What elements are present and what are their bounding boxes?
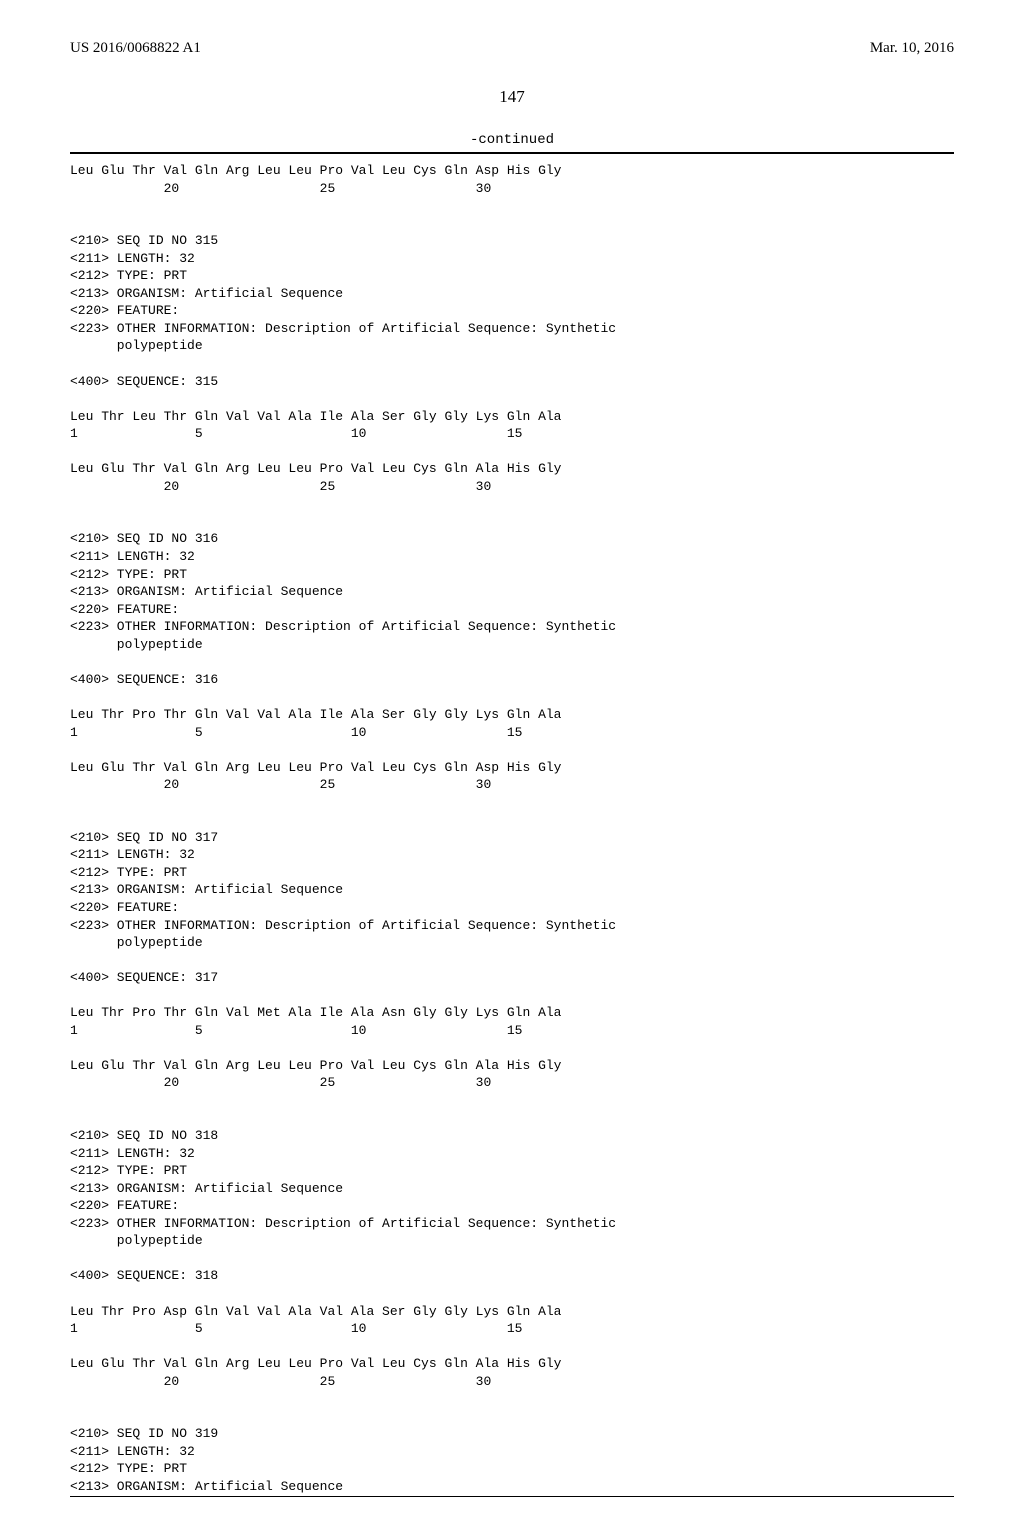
header-left: US 2016/0068822 A1: [70, 40, 201, 57]
divider-top: [70, 152, 954, 154]
page-container: US 2016/0068822 A1 Mar. 10, 2016 147 -co…: [0, 0, 1024, 1537]
divider-bottom: [70, 1496, 954, 1497]
sequence-listing: Leu Glu Thr Val Gln Arg Leu Leu Pro Val …: [70, 156, 954, 1496]
header-right: Mar. 10, 2016: [870, 40, 954, 57]
continued-label: -continued: [70, 132, 954, 148]
page-number: 147: [70, 87, 954, 107]
page-header: US 2016/0068822 A1 Mar. 10, 2016: [70, 40, 954, 57]
